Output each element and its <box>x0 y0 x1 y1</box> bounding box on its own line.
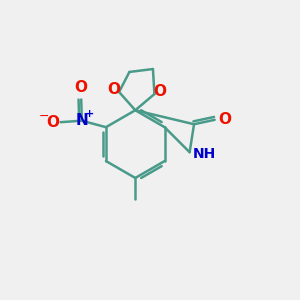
Text: +: + <box>85 109 94 119</box>
Text: O: O <box>218 112 231 127</box>
Text: O: O <box>46 115 59 130</box>
Text: NH: NH <box>193 147 216 161</box>
Text: N: N <box>75 113 88 128</box>
Text: O: O <box>107 82 120 97</box>
Text: O: O <box>75 80 88 95</box>
Text: O: O <box>153 84 166 99</box>
Text: −: − <box>39 110 50 123</box>
